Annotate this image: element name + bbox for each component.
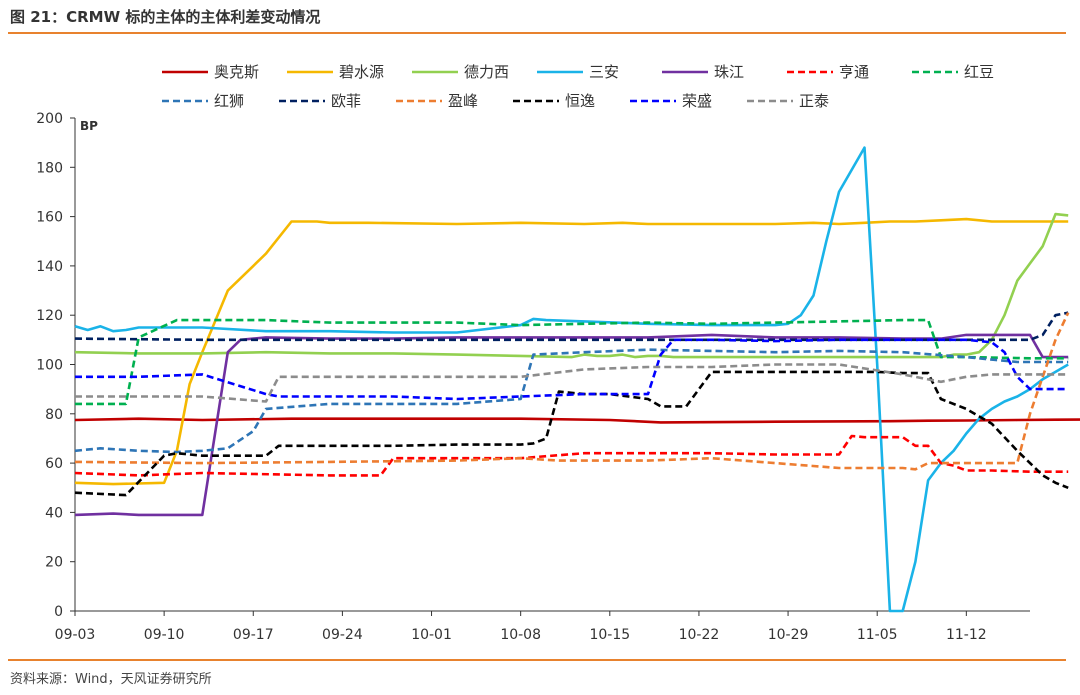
legend-label: 荣盛	[682, 92, 712, 110]
series-line-欧菲	[74, 311, 1069, 342]
x-tick-label: 10-22	[679, 627, 720, 643]
legend-label: 恒逸	[565, 92, 595, 110]
y-tick-label: 80	[45, 407, 63, 423]
top-divider	[8, 32, 1066, 34]
source-note: 资料来源：Wind，天风证券研究所	[10, 672, 212, 687]
legend-label: 德力西	[464, 63, 509, 81]
series-line-盈峰	[74, 312, 1070, 471]
x-tick-label: 11-12	[946, 627, 987, 643]
x-tick-label: 10-08	[500, 627, 541, 643]
legend-label: 亨通	[839, 63, 869, 81]
x-tick-label: 09-10	[144, 627, 185, 643]
legend-label: 红狮	[214, 92, 244, 110]
series-lines	[74, 146, 1080, 613]
y-tick-label: 140	[36, 259, 63, 275]
x-tick-label: 10-29	[768, 627, 809, 643]
legend-label: 欧菲	[331, 92, 361, 110]
x-tick-label: 09-17	[233, 627, 274, 643]
series-line-红狮	[74, 348, 1069, 454]
legend-label: 三安	[589, 63, 619, 81]
legend-label: 盈峰	[448, 92, 478, 110]
x-tick-label: 11-05	[857, 627, 898, 643]
series-line-亨通	[74, 434, 1069, 477]
y-tick-label: 120	[36, 308, 63, 324]
legend-label: 正泰	[799, 92, 829, 110]
y-tick-label: 20	[45, 555, 63, 571]
series-line-珠江	[74, 333, 1069, 517]
series-line-红豆	[75, 318, 1069, 406]
y-tick-label: 180	[36, 160, 63, 176]
series-line-碧水源	[74, 217, 1069, 486]
series-line-三安	[74, 146, 1069, 613]
legend-label: 碧水源	[339, 63, 384, 81]
legend-label: 红豆	[964, 63, 994, 81]
series-line-正泰	[75, 363, 1069, 403]
y-tick-label: 160	[36, 210, 63, 226]
bottom-divider	[8, 659, 1066, 661]
series-line-德力西	[74, 212, 1069, 359]
y-tick-label: 200	[36, 111, 63, 127]
y-tick-label: 100	[36, 358, 63, 374]
legend-label: 珠江	[714, 63, 744, 81]
series-line-荣盛	[75, 338, 1069, 401]
x-tick-label: 10-01	[411, 627, 452, 643]
y-tick-label: 40	[45, 505, 63, 521]
axes: 0 20 40 60 80 100 120 140 160 180 200 09-03 09-10 09-…	[36, 111, 1030, 643]
y-tick-label: 0	[54, 604, 63, 620]
series-line-奥克斯	[74, 417, 1080, 424]
legend-label: 奥克斯	[214, 63, 259, 81]
x-tick-label: 10-15	[589, 627, 630, 643]
figure-title: 图 21：CRMW 标的主体的主体利差变动情况	[10, 8, 321, 26]
y-axis-unit: BP	[80, 119, 98, 133]
x-tick-label: 09-24	[322, 627, 363, 643]
series-line-恒逸	[74, 370, 1069, 497]
x-tick-label: 09-03	[55, 627, 96, 643]
y-tick-label: 60	[45, 456, 63, 472]
